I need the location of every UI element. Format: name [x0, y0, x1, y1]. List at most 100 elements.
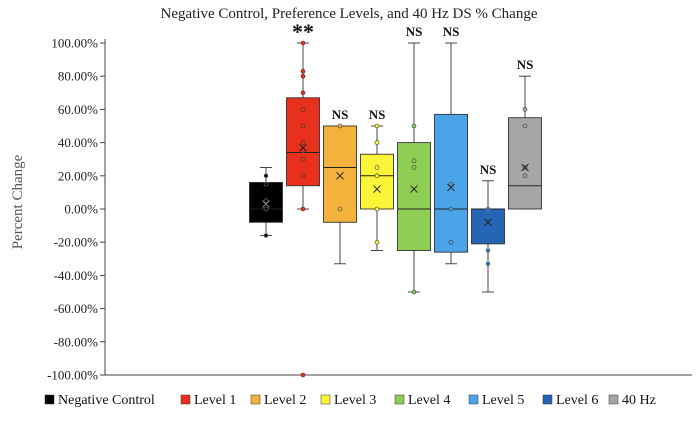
y-tick-label: 80.00%: [58, 69, 98, 84]
box-iqr: [360, 153, 394, 210]
box-level-4: NS: [397, 24, 431, 295]
legend-swatch: [608, 394, 619, 405]
mean-marker: [484, 218, 492, 227]
data-point: [374, 165, 380, 170]
data-point: [522, 107, 528, 112]
data-point: [374, 239, 380, 245]
legend-item: Level 1: [180, 393, 236, 408]
data-point: [300, 173, 306, 179]
significance-label: NS: [480, 162, 497, 177]
y-tick-label: -20.00%: [54, 235, 99, 250]
legend-item: Level 4: [394, 393, 450, 408]
legend-item: Level 2: [250, 393, 306, 408]
significance-label: NS: [332, 107, 349, 122]
legend-label: Level 4: [408, 393, 450, 408]
data-point: [411, 289, 417, 295]
y-tick-label: -80.00%: [54, 334, 99, 349]
data-point: [300, 206, 306, 212]
y-tick-label: -40.00%: [54, 268, 99, 283]
legend-swatch: [320, 394, 331, 405]
mean-marker: [299, 143, 307, 152]
legend-item: Level 5: [468, 393, 524, 408]
box-iqr: [323, 125, 357, 223]
y-axis: 100.00% 80.00% 60.00% 40.00% 20.00% 0.00% -20.…: [47, 36, 692, 383]
data-point: [263, 206, 269, 212]
data-point: [337, 123, 343, 129]
y-tick-label: 60.00%: [58, 102, 98, 117]
box-level-6: NS: [471, 162, 505, 293]
significance-label: NS: [443, 24, 460, 39]
legend-item: Negative Control: [44, 393, 155, 408]
data-point: [300, 68, 306, 74]
legend-swatch: [468, 394, 479, 405]
legend-swatch: [180, 394, 191, 405]
data-point: [485, 248, 491, 253]
box-iqr: [471, 208, 505, 245]
y-tick-label: 0.00%: [64, 202, 98, 217]
box-iqr: [508, 117, 542, 210]
legend-label: Level 5: [482, 393, 524, 408]
data-point: [300, 40, 306, 46]
mean-marker: [410, 185, 418, 193]
legend-item: 40 Hz: [608, 393, 656, 408]
data-point: [448, 181, 454, 187]
data-point: [300, 372, 306, 378]
box-negative-control: [249, 167, 283, 238]
data-point: [300, 107, 306, 112]
significance-label: NS: [369, 107, 386, 122]
data-point: [374, 140, 380, 145]
box-level-2: NS: [323, 107, 357, 265]
mean-marker: [262, 200, 270, 208]
data-point: [374, 173, 380, 179]
data-point: [300, 148, 306, 154]
box-iqr: [397, 142, 431, 251]
data-point: [300, 123, 306, 129]
legend-label: 40 Hz: [622, 393, 656, 408]
legend-item: Level 6: [542, 393, 598, 408]
legend-item: Level 3: [320, 393, 376, 408]
data-point: [300, 90, 306, 96]
y-tick-label: -60.00%: [54, 301, 99, 316]
significance-label: **: [292, 19, 314, 44]
legend-swatch: [394, 394, 405, 405]
box-level-3: NS: [360, 107, 394, 251]
mean-marker: [336, 171, 344, 180]
data-point: [411, 158, 417, 164]
data-point: [411, 165, 417, 170]
legend: Negative Control Level 1 Level 2 Level 3 Lev…: [44, 393, 656, 408]
legend-label: Negative Control: [58, 393, 155, 408]
significance-label: NS: [406, 24, 423, 39]
chart-title: Negative Control, Preference Levels, and…: [161, 6, 538, 22]
data-point: [374, 123, 380, 129]
data-point: [448, 239, 454, 245]
legend-label: Level 3: [334, 393, 376, 408]
data-point: [448, 206, 454, 212]
mean-marker: [521, 163, 529, 172]
legend-label: Level 6: [556, 393, 598, 408]
data-point: [522, 123, 528, 129]
data-point: [263, 198, 269, 203]
box-level-5: NS: [434, 24, 468, 265]
y-tick-label: -100.00%: [47, 368, 98, 383]
data-point: [263, 181, 269, 187]
data-point: [411, 123, 417, 129]
box-40-hz: NS: [508, 57, 542, 210]
boxes-group: ** NS NS NS NS NS NS: [249, 19, 542, 378]
legend-swatch: [44, 394, 55, 405]
legend-swatch: [250, 394, 261, 405]
legend-swatch: [542, 394, 553, 405]
y-axis-label: Percent Change: [10, 154, 26, 249]
data-point: [337, 206, 343, 212]
mean-marker: [447, 183, 455, 192]
data-point: [263, 233, 269, 238]
data-point: [374, 206, 380, 212]
mean-marker: [373, 185, 381, 193]
box-level-1: **: [286, 19, 320, 378]
legend-label: Level 2: [264, 393, 306, 408]
data-point: [300, 156, 306, 162]
data-point: [522, 173, 528, 179]
y-tick-label: 20.00%: [58, 168, 98, 183]
significance-label: NS: [517, 57, 534, 72]
y-tick-label: 40.00%: [58, 135, 98, 150]
data-point: [300, 140, 306, 145]
